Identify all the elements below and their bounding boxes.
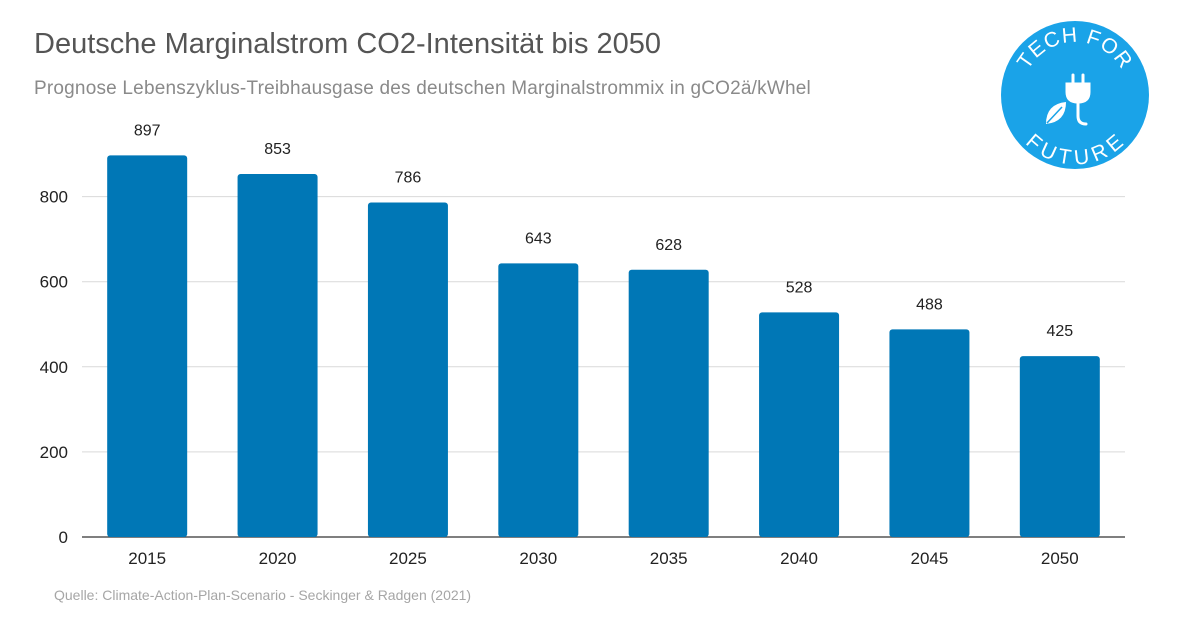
x-axis-ticks: 2015 2020 2025 2030 2035 2040 2045 2050: [128, 549, 1078, 568]
data-label-2020: 853: [264, 141, 291, 158]
data-label-2045: 488: [916, 296, 943, 313]
bars: [107, 155, 1100, 537]
x-tick-label-2050: 2050: [1041, 549, 1079, 568]
bar-2015: [107, 155, 188, 537]
x-tick-label-2035: 2035: [650, 549, 688, 568]
y-axis-ticks: 0 200 400 600 800: [40, 188, 68, 547]
leaf-icon: [1046, 102, 1066, 124]
x-tick-label-2025: 2025: [389, 549, 427, 568]
y-tick-label: 200: [40, 443, 68, 462]
x-tick-label-2020: 2020: [259, 549, 297, 568]
data-label-2025: 786: [395, 170, 422, 187]
data-label-2035: 628: [655, 237, 682, 254]
bar-2020: [237, 174, 318, 537]
plug-icon: [1065, 73, 1091, 126]
data-label-2030: 643: [525, 230, 552, 247]
data-label-2015: 897: [134, 122, 161, 139]
bar-2030: [498, 263, 579, 537]
x-tick-label-2045: 2045: [911, 549, 949, 568]
chart-title: Deutsche Marginalstrom CO2-Intensität bi…: [34, 28, 662, 60]
bar-2050: [1019, 356, 1100, 537]
x-tick-label-2015: 2015: [128, 549, 166, 568]
y-tick-label: 400: [40, 358, 68, 377]
y-tick-label: 600: [40, 273, 68, 292]
x-tick-label-2030: 2030: [519, 549, 557, 568]
bar-2035: [628, 269, 709, 537]
data-label-2040: 528: [786, 279, 813, 296]
tech-for-future-logo: TECH FOR FUTURE: [1001, 21, 1149, 170]
y-tick-label: 800: [40, 188, 68, 207]
source-note: Quelle: Climate-Action-Plan-Scenario - S…: [54, 587, 472, 603]
bar-2040: [759, 312, 840, 537]
bar-2025: [367, 202, 448, 537]
data-labels: 897 853 786 643 628 528 488 425: [134, 122, 1073, 340]
data-label-2050: 425: [1046, 323, 1073, 340]
bar-2045: [889, 329, 970, 537]
chart-subtitle: Prognose Lebenszyklus-Treibhausgase des …: [34, 78, 811, 99]
y-tick-label: 0: [59, 528, 68, 547]
x-tick-label-2040: 2040: [780, 549, 818, 568]
